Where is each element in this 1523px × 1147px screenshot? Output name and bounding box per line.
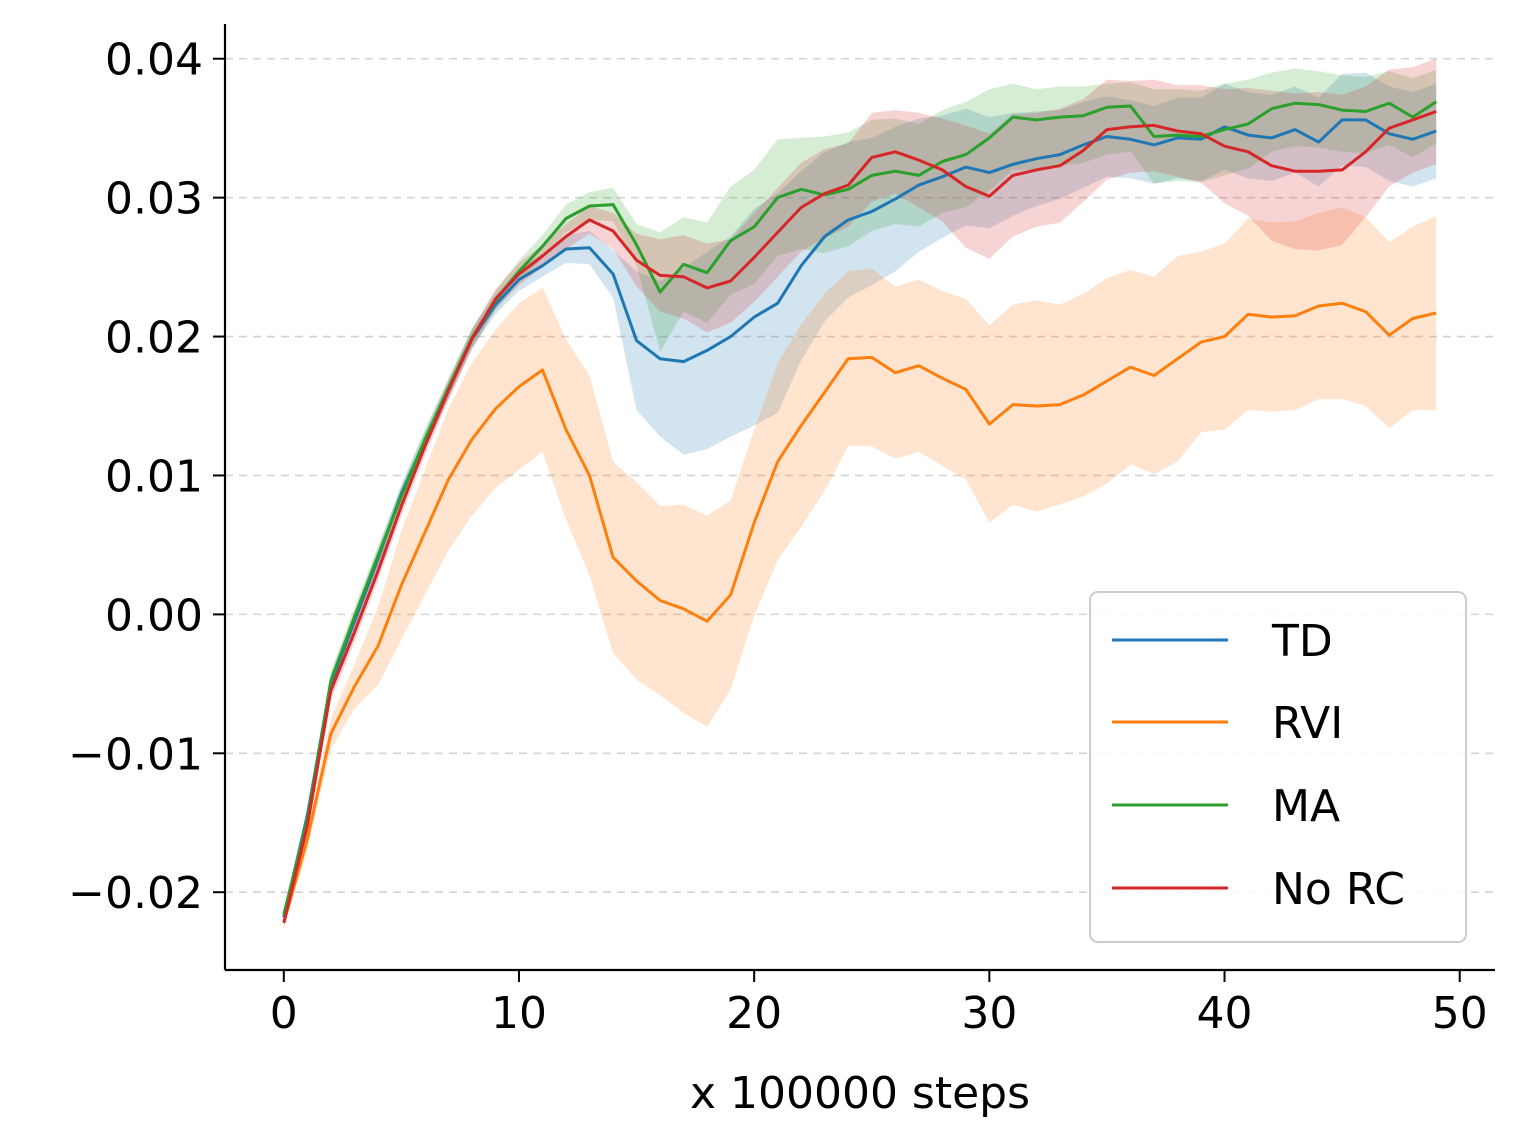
series-lines bbox=[282, 100, 1438, 924]
y-ticks: −0.02 −0.01 0.00 0.01 0.02 0.03 0.04 bbox=[68, 35, 225, 919]
y-tick-label-1: −0.01 bbox=[68, 729, 203, 780]
x-axis-title: x 100000 steps bbox=[690, 1068, 1030, 1119]
band-td bbox=[283, 72, 1437, 923]
x-tick-label-0: 0 bbox=[270, 988, 298, 1039]
band-no-rc bbox=[283, 58, 1437, 929]
confidence-bands bbox=[283, 58, 1437, 929]
legend-frame bbox=[1089, 591, 1467, 943]
legend-entry-no-rc: No RC bbox=[1112, 864, 1405, 915]
y-tick-label-5: 0.03 bbox=[105, 174, 203, 225]
band-rvi bbox=[283, 207, 1437, 929]
y-tick-label-4: 0.02 bbox=[105, 313, 203, 364]
legend-entry-ma: MA bbox=[1112, 781, 1340, 832]
legend-label-rvi: RVI bbox=[1272, 698, 1343, 749]
legend-label-td: TD bbox=[1271, 616, 1333, 667]
y-tick-label-6: 0.04 bbox=[105, 35, 203, 86]
x-tick-label-1: 10 bbox=[491, 988, 547, 1039]
x-tick-label-2: 20 bbox=[726, 988, 782, 1039]
y-tick-label-0: −0.02 bbox=[68, 868, 203, 919]
x-tick-label-4: 40 bbox=[1197, 988, 1253, 1039]
axes bbox=[223, 24, 1495, 972]
y-tick-label-3: 0.01 bbox=[105, 451, 203, 502]
legend-entry-rvi: RVI bbox=[1112, 698, 1343, 749]
series-line-rvi bbox=[282, 301, 1437, 924]
grid-lines bbox=[225, 57, 1495, 894]
x-tick-label-5: 50 bbox=[1432, 988, 1488, 1039]
legend: TD RVI MA No RC bbox=[1089, 591, 1467, 943]
series-line-no-rc bbox=[282, 110, 1437, 924]
x-tick-label-3: 30 bbox=[961, 988, 1017, 1039]
y-tick-label-2: 0.00 bbox=[105, 590, 203, 641]
x-ticks: 0 10 20 30 40 50 bbox=[270, 970, 1488, 1039]
legend-label-ma: MA bbox=[1272, 781, 1340, 832]
legend-entry-td: TD bbox=[1112, 616, 1333, 667]
legend-label-no-rc: No RC bbox=[1272, 864, 1405, 915]
